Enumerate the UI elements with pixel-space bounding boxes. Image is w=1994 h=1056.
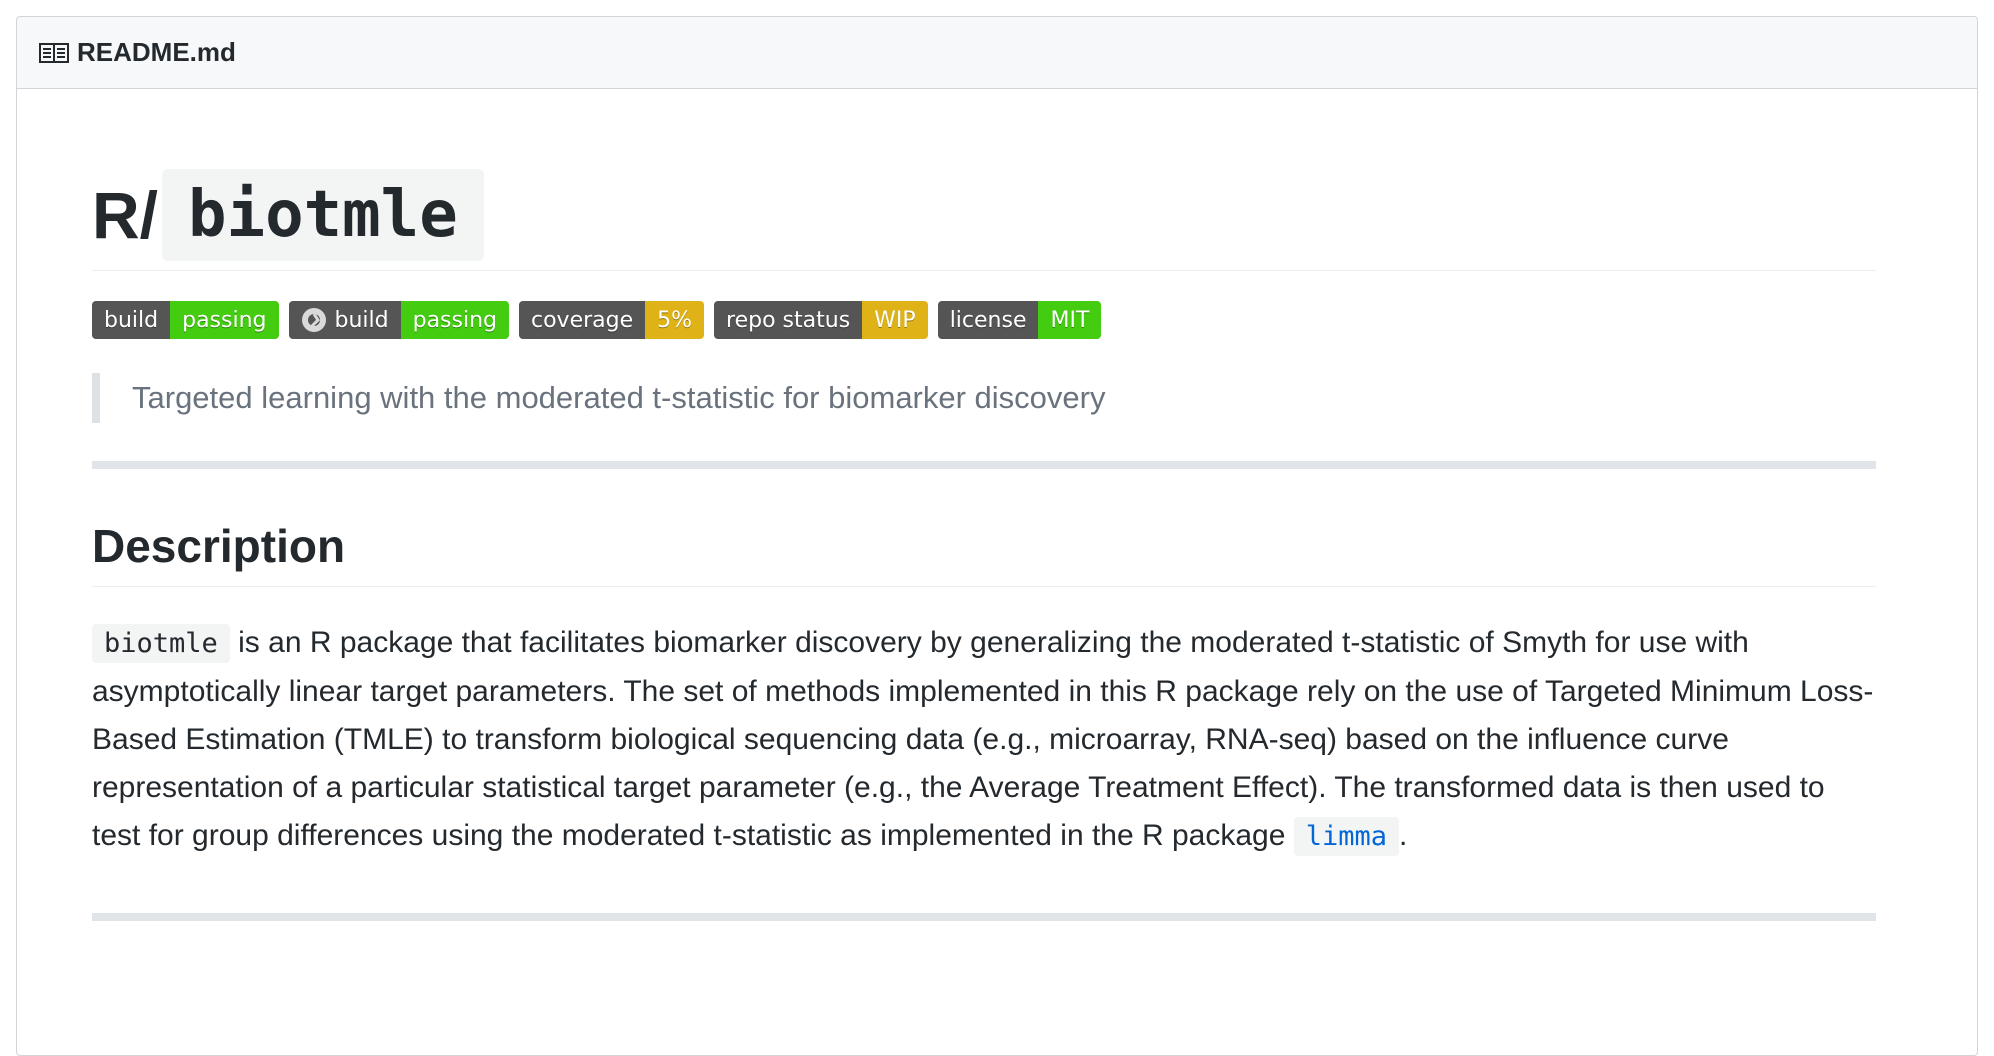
readme-filename[interactable]: README.md	[77, 37, 236, 67]
description-text: is an R package that facilitates biomark…	[92, 625, 1874, 852]
badge-label-with-icon: build	[288, 301, 401, 339]
badge-label: license	[937, 301, 1039, 339]
description-end: .	[1399, 818, 1408, 852]
badge-value: WIP	[862, 301, 928, 339]
badge-value: passing	[170, 301, 279, 339]
tagline-text: Targeted learning with the moderated t-s…	[132, 380, 1106, 415]
book-icon	[39, 42, 69, 64]
repo-status-badge[interactable]: repo status WIP	[714, 301, 928, 339]
tagline-blockquote: Targeted learning with the moderated t-s…	[92, 373, 1876, 423]
readme-article: R/ biotmle build passing build passing	[92, 160, 1876, 921]
badge-label: build	[92, 301, 171, 339]
appveyor-icon	[301, 307, 327, 333]
package-code: biotmle	[92, 623, 230, 663]
badge-value: 5%	[645, 301, 705, 339]
badge-label: repo status	[714, 301, 863, 339]
build-badge-appveyor[interactable]: build passing	[288, 301, 509, 339]
limma-link[interactable]: limma	[1293, 816, 1400, 856]
license-badge[interactable]: license MIT	[937, 301, 1102, 339]
title-prefix: R/	[92, 178, 158, 252]
horizontal-rule	[92, 461, 1876, 469]
badge-label-text: build	[334, 307, 389, 333]
coverage-badge[interactable]: coverage 5%	[519, 301, 705, 339]
page-title: R/ biotmle	[92, 160, 1876, 271]
description-heading: Description	[92, 521, 1876, 587]
build-badge-travis[interactable]: build passing	[92, 301, 279, 339]
title-package-name: biotmle	[162, 169, 484, 261]
horizontal-rule-bottom	[92, 912, 1876, 921]
badge-value: MIT	[1038, 301, 1102, 339]
description-paragraph: biotmle is an R package that facilitates…	[92, 619, 1876, 861]
badge-value: passing	[400, 301, 509, 339]
badge-row: build passing build passing coverage 5%	[92, 301, 1876, 339]
readme-header: README.md	[17, 17, 1977, 89]
badge-label: coverage	[519, 301, 646, 339]
